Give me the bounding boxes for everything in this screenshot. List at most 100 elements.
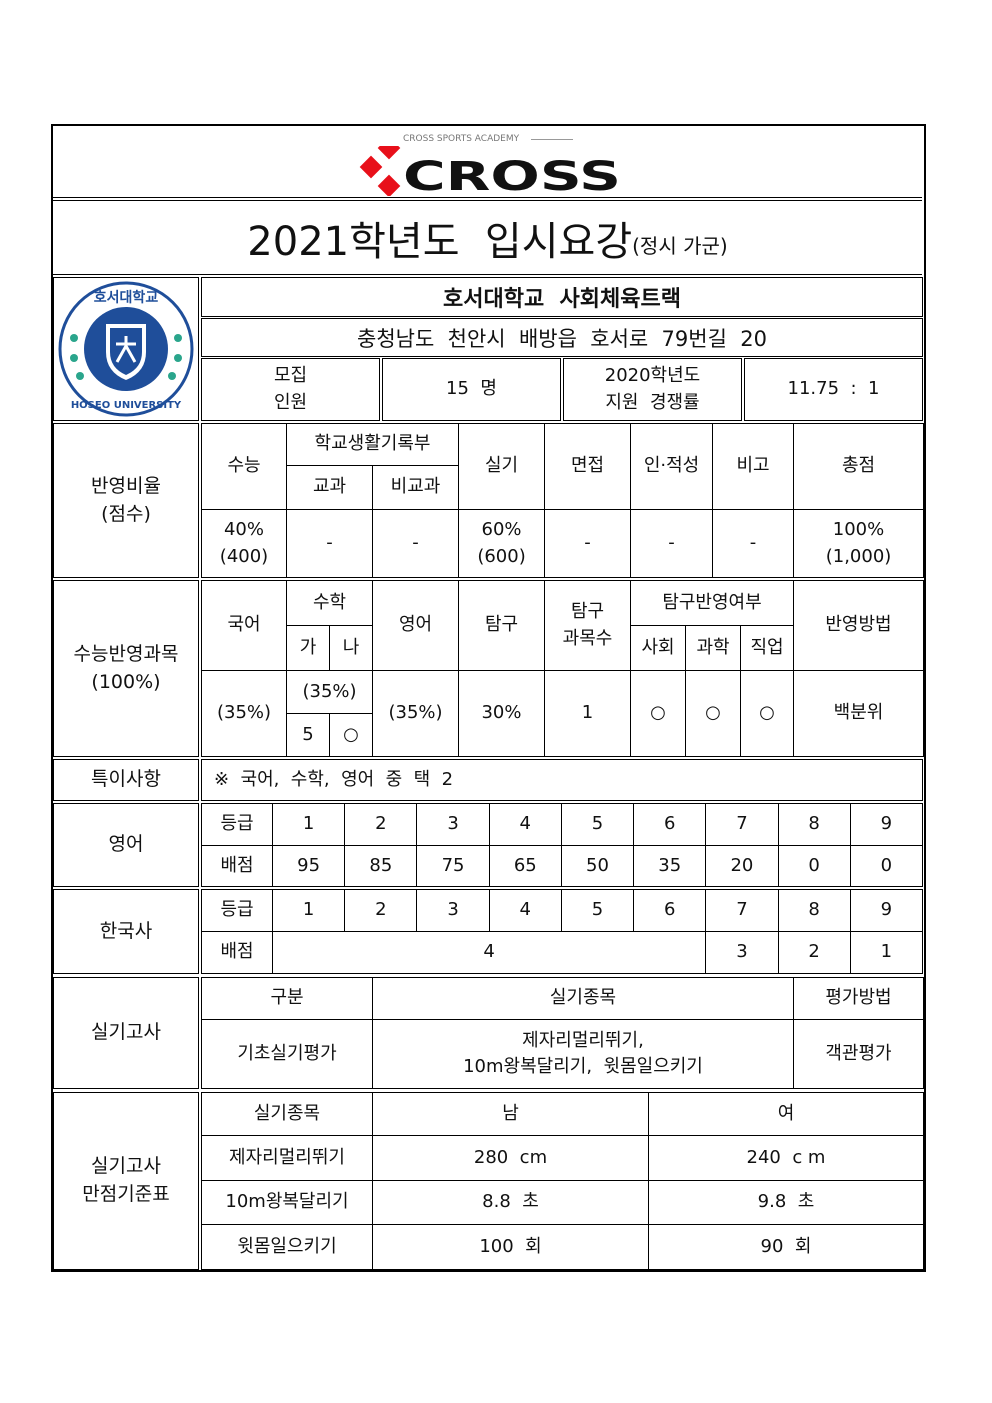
- ratio-value: 40% (400): [201, 509, 287, 578]
- event-name: 윗몸일으키기: [201, 1224, 373, 1270]
- ratio-value: 100% (1,000): [793, 509, 925, 578]
- suneung-table: 국어 수학 영어 탐구 탐구 과목수 탐구반영여부 반영방법 가 나 사회 과학 직업 (35%)(…: [201, 580, 924, 757]
- header-female: 여: [648, 1092, 924, 1136]
- math-value: (35%): [286, 670, 373, 714]
- grade: 3: [416, 889, 490, 932]
- perfect-label: 실기고사 만점기준표: [53, 1092, 199, 1270]
- header-events: 실기종목: [372, 977, 794, 1020]
- header-inquiry-count: 탐구 과목수: [544, 580, 631, 671]
- inquiry-value: 30%: [458, 670, 545, 757]
- header-suneung: 수능: [201, 423, 287, 510]
- ratio-value: 60% (600): [458, 509, 546, 578]
- header-math: 수학: [286, 580, 373, 626]
- page-title: 2021학년도 입시요강 (정시 가군): [53, 200, 922, 275]
- events-value: 제자리멀리뛰기, 10m왕복달리기, 윗몸일으키기: [372, 1019, 794, 1089]
- evaluation-value: 객관평가: [793, 1019, 924, 1089]
- male-standard: 100 회: [372, 1224, 649, 1270]
- male-standard: 8.8 초: [372, 1180, 649, 1225]
- svg-text:호서대학교: 호서대학교: [94, 290, 159, 306]
- competition-label: 2020학년도 지원 경쟁률: [563, 358, 742, 421]
- grade: 5: [560, 803, 635, 846]
- ratio-label-table: 반영비율 (점수): [53, 423, 199, 578]
- header-inquiry-reflect: 탐구반영여부: [630, 580, 794, 626]
- recruit-value: 15 명: [382, 358, 561, 421]
- school-emblem-cell: 호서대학교 HOSEO UNIVERSITY: [53, 277, 199, 421]
- header-interview: 면접: [544, 423, 632, 510]
- header-inquiry: 탐구: [458, 580, 545, 671]
- header-math-na: 나: [329, 625, 373, 671]
- korean-value: (35%): [201, 670, 287, 757]
- practical-label: 실기고사: [53, 977, 199, 1089]
- ratio-value: -: [544, 509, 632, 578]
- competition-value: 11.75 : 1: [744, 358, 923, 421]
- grade: 6: [633, 889, 707, 932]
- document-frame: [51, 124, 926, 1272]
- female-standard: 90 회: [648, 1224, 924, 1270]
- female-standard: 240 c m: [648, 1135, 924, 1181]
- grade: 5: [560, 889, 635, 932]
- social-value: ○: [630, 670, 686, 757]
- score-label: 배점: [201, 844, 273, 887]
- english-value: (35%): [372, 670, 459, 757]
- ratio-value: -: [712, 509, 795, 578]
- header-math-ga: 가: [286, 625, 330, 671]
- ratio-value: -: [630, 509, 714, 578]
- special-label-table: 특이사항: [53, 759, 199, 801]
- practical-label-table: 실기고사: [53, 977, 199, 1089]
- grade: 4: [488, 889, 562, 932]
- female-standard: 9.8 초: [648, 1180, 924, 1225]
- score: 4: [271, 931, 707, 974]
- special-table: ※ 국어, 수학, 영어 중 택 2: [201, 759, 923, 801]
- score: 0: [777, 844, 851, 887]
- header-subject: 교과: [286, 465, 373, 510]
- event-name: 제자리멀리뛰기: [201, 1135, 373, 1181]
- grade-label: 등급: [201, 889, 273, 932]
- grade: 8: [777, 803, 851, 846]
- header-practical: 실기: [458, 423, 546, 510]
- header-aptitude: 인·적성: [630, 423, 714, 510]
- hoseo-emblem: 호서대학교 HOSEO UNIVERSITY: [58, 281, 194, 417]
- header-non-subject: 비교과: [371, 465, 460, 510]
- vocational-value: ○: [740, 670, 794, 757]
- category-value: 기초실기평가: [201, 1019, 373, 1089]
- male-standard: 280 cm: [372, 1135, 649, 1181]
- grade-label: 등급: [201, 803, 273, 846]
- logo-divider: [531, 139, 573, 140]
- grade: 2: [344, 803, 418, 846]
- header-note: 비고: [712, 423, 795, 510]
- header-korean: 국어: [201, 580, 287, 671]
- header-social: 사회: [630, 625, 686, 671]
- perfect-table: 실기종목 남 여 제자리멀리뛰기 280 cm 240 c m 10m왕복달리기 8.8 …: [201, 1092, 924, 1270]
- header-english: 영어: [372, 580, 459, 671]
- ratio-value: -: [371, 509, 460, 578]
- title-main: 2021학년도 입시요강: [247, 218, 633, 265]
- header-evaluation: 평가방법: [793, 977, 924, 1020]
- logo-small-text: CROSS SPORTS ACADEMY: [403, 134, 520, 144]
- cross-logo: CROSS: [359, 146, 621, 196]
- grade: 3: [416, 803, 490, 846]
- event-name: 10m왕복달리기: [201, 1180, 373, 1225]
- school-name: 호서대학교 사회체육트랙: [201, 277, 923, 317]
- score: 65: [488, 844, 562, 887]
- logo-header: CROSS SPORTS ACADEMY CROSS: [53, 126, 922, 198]
- english-table: 등급 1 2 3 4 5 6 7 8 9 배점 95 85 75 65 50 35 20 0 0: [201, 803, 924, 887]
- method-value: 백분위: [793, 670, 924, 757]
- header-category: 구분: [201, 977, 373, 1020]
- math-ga-value: 5: [286, 713, 330, 757]
- english-label: 영어: [53, 803, 199, 887]
- practical-table: 구분 실기종목 평가방법 기초실기평가 제자리멀리뛰기, 10m왕복달리기, 윗몸일으…: [201, 977, 924, 1089]
- header-science: 과학: [685, 625, 741, 671]
- suneung-label: 수능반영과목 (100%): [53, 580, 199, 757]
- ratio-value: -: [286, 509, 373, 578]
- grade: 1: [271, 889, 346, 932]
- score: 75: [416, 844, 490, 887]
- grade: 7: [705, 889, 779, 932]
- grade: 8: [777, 889, 851, 932]
- grade: 2: [344, 889, 418, 932]
- score: 35: [633, 844, 707, 887]
- grade: 4: [488, 803, 562, 846]
- recruit-label: 모집 인원: [201, 358, 380, 421]
- header-male: 남: [372, 1092, 649, 1136]
- grade: 9: [849, 803, 924, 846]
- history-label: 한국사: [53, 889, 199, 974]
